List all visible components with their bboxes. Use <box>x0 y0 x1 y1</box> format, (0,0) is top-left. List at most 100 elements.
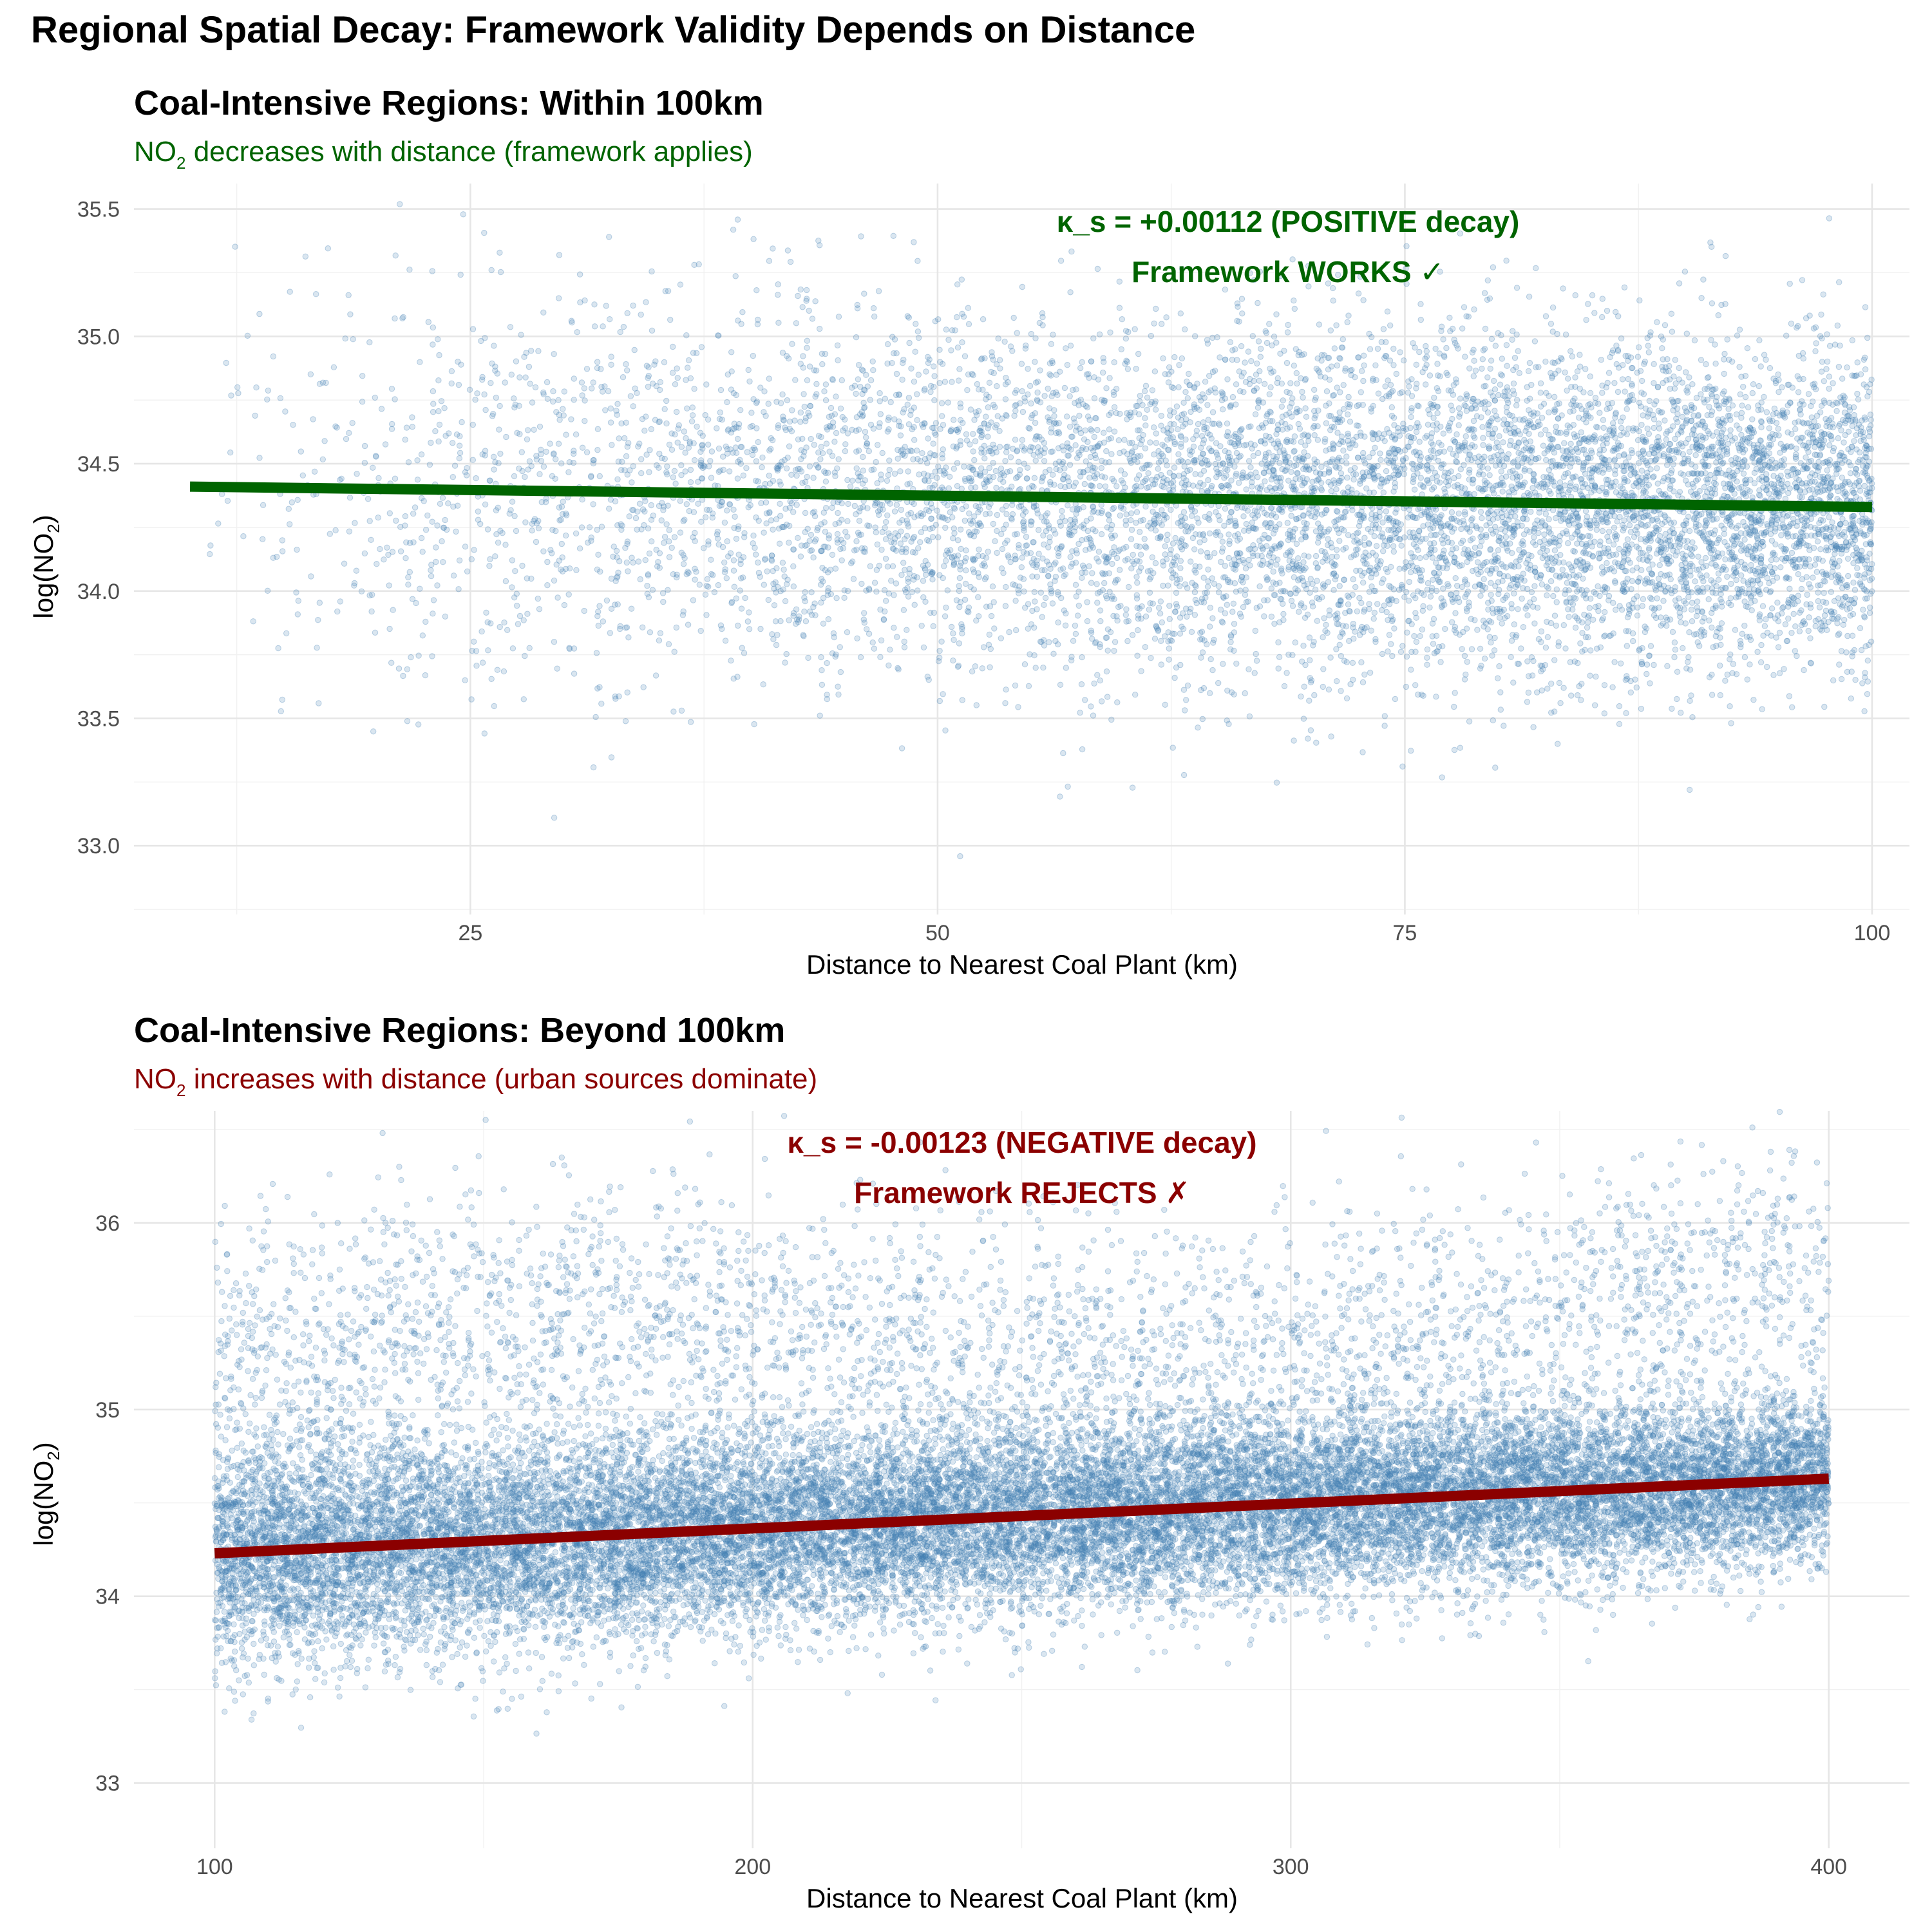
data-point <box>722 560 727 565</box>
data-point <box>497 427 502 432</box>
data-point <box>874 589 879 594</box>
data-point <box>664 522 669 527</box>
data-point <box>1642 361 1647 366</box>
data-point <box>1256 450 1261 455</box>
data-point <box>1344 454 1349 459</box>
data-point <box>1491 378 1496 383</box>
data-point <box>207 551 213 556</box>
data-point <box>681 429 687 434</box>
data-point <box>294 590 299 595</box>
data-point <box>1670 629 1675 634</box>
data-point <box>626 635 631 640</box>
data-point <box>804 377 810 383</box>
data-point <box>1727 657 1732 662</box>
data-point <box>1441 586 1446 591</box>
data-point <box>1855 472 1860 477</box>
data-point <box>1469 647 1474 652</box>
data-point <box>435 523 440 528</box>
data-point <box>571 376 576 381</box>
data-point <box>1083 697 1088 703</box>
data-point <box>430 611 435 616</box>
data-point <box>1627 560 1633 565</box>
data-point <box>1401 471 1406 477</box>
data-point <box>1322 439 1327 444</box>
data-point <box>314 292 319 297</box>
data-point <box>1776 390 1781 395</box>
data-point <box>411 511 416 516</box>
data-point <box>867 564 873 569</box>
data-point <box>649 502 654 507</box>
data-point <box>569 417 574 422</box>
data-point <box>1494 440 1499 445</box>
data-point <box>1454 590 1459 595</box>
data-point <box>1488 366 1493 371</box>
data-point <box>1682 269 1687 274</box>
data-point <box>1414 430 1419 435</box>
data-point <box>374 562 379 567</box>
data-point <box>1865 679 1870 684</box>
data-point <box>914 392 920 397</box>
data-point <box>677 282 683 287</box>
data-point <box>1199 488 1204 493</box>
data-point <box>1486 401 1491 406</box>
data-point <box>1055 589 1060 594</box>
data-point <box>517 375 522 380</box>
data-point <box>786 618 791 623</box>
data-point <box>1768 557 1774 562</box>
data-point <box>963 568 969 573</box>
data-point <box>1455 583 1460 588</box>
data-point <box>1749 608 1754 613</box>
data-point <box>1005 553 1010 558</box>
data-point <box>1246 459 1251 464</box>
data-point <box>802 404 807 409</box>
data-point <box>629 480 634 485</box>
data-point <box>533 539 538 544</box>
data-point <box>1388 641 1394 647</box>
data-point <box>1360 679 1365 685</box>
data-point <box>1341 383 1346 388</box>
data-point <box>1068 290 1073 295</box>
data-point <box>1783 496 1788 501</box>
data-point <box>841 540 846 545</box>
data-point <box>398 549 403 554</box>
data-point <box>1148 333 1153 338</box>
data-point <box>1689 600 1694 605</box>
data-point <box>1503 535 1508 540</box>
data-point <box>1198 549 1203 554</box>
data-point <box>236 390 241 395</box>
data-point <box>997 444 1002 450</box>
data-point <box>1450 620 1455 625</box>
data-point <box>1326 479 1331 484</box>
data-point <box>1821 591 1826 596</box>
data-point <box>623 545 628 551</box>
data-point <box>1830 381 1835 386</box>
data-point <box>795 535 800 540</box>
data-point <box>1687 630 1692 635</box>
data-point <box>852 503 857 508</box>
data-point <box>1178 565 1183 571</box>
data-point <box>1274 454 1280 459</box>
data-point <box>824 660 829 665</box>
data-point <box>1193 334 1198 339</box>
data-point <box>1424 362 1429 367</box>
data-point <box>870 359 875 364</box>
data-point <box>802 510 808 515</box>
data-point <box>1104 448 1109 453</box>
data-point <box>1730 359 1735 364</box>
data-point <box>800 354 806 359</box>
data-point <box>1808 636 1813 641</box>
data-point <box>806 308 811 313</box>
data-point <box>1832 342 1837 347</box>
data-point <box>692 386 697 392</box>
data-point <box>1481 618 1486 623</box>
data-point <box>623 453 629 459</box>
data-point <box>735 623 741 628</box>
data-point <box>1531 535 1537 540</box>
data-point <box>621 324 626 329</box>
data-point <box>1401 358 1406 363</box>
data-point <box>430 269 435 274</box>
data-point <box>916 372 921 377</box>
data-point <box>871 368 876 373</box>
data-point <box>1556 543 1561 548</box>
data-point <box>1089 428 1094 433</box>
